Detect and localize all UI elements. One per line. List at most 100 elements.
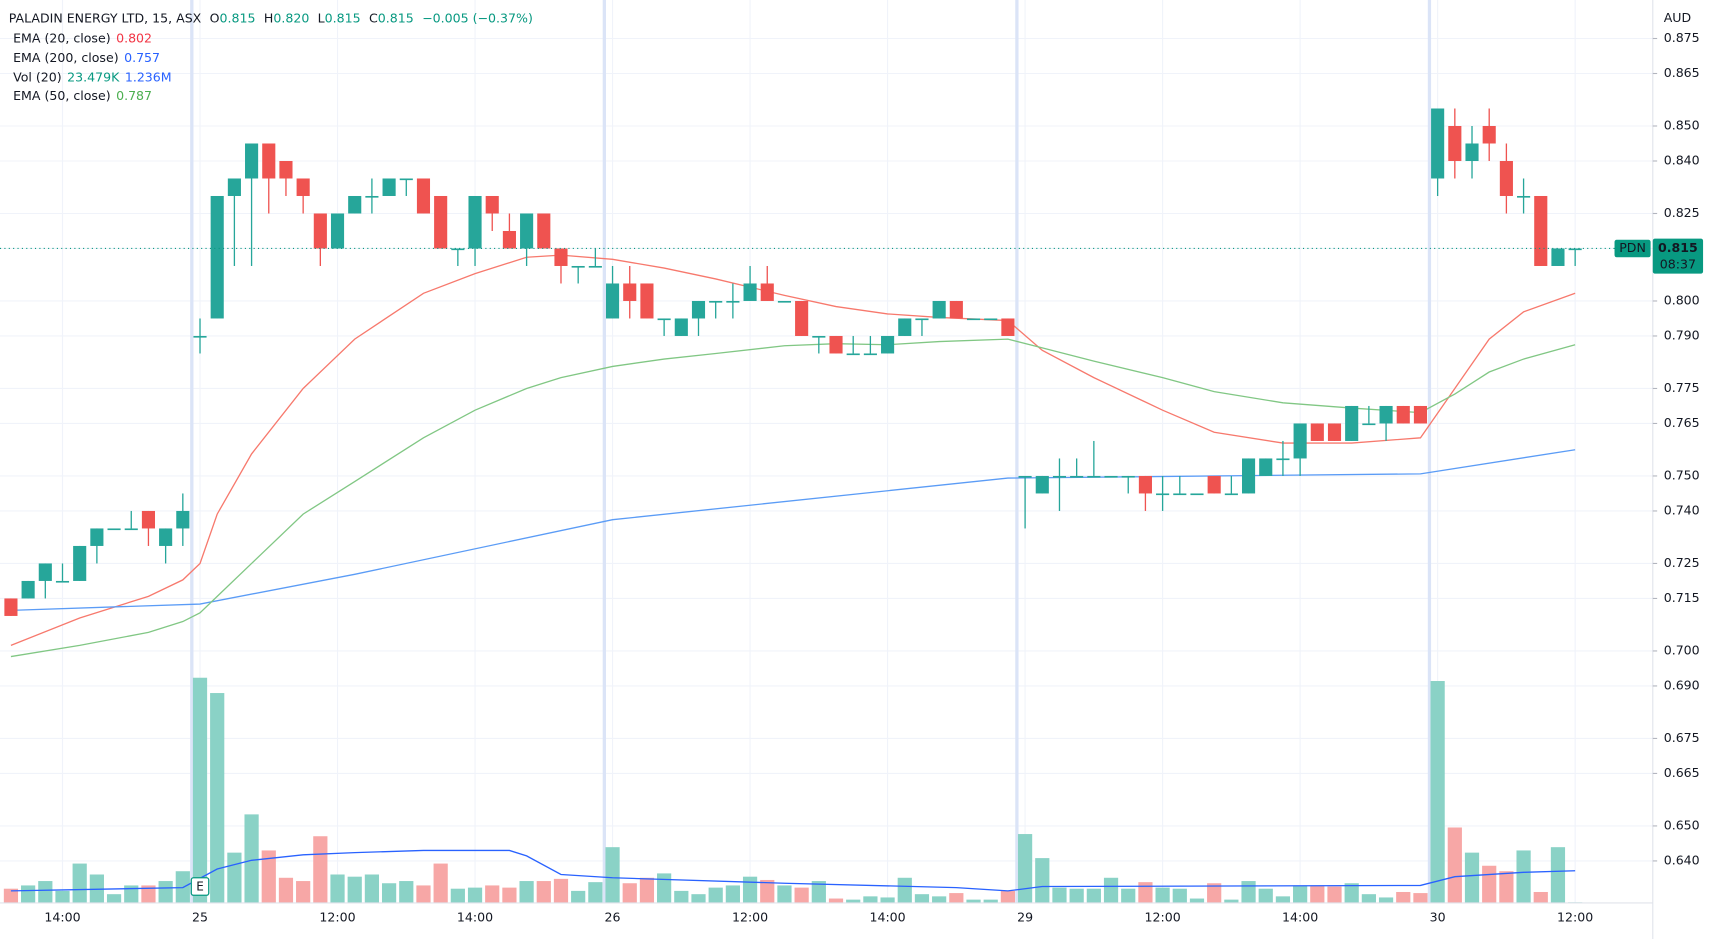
x-tick-label: 29 — [1017, 910, 1033, 925]
candle-body — [1293, 423, 1307, 459]
volume-bar — [725, 885, 740, 903]
candle-body — [1224, 493, 1238, 496]
volume-bar — [1258, 888, 1273, 903]
candle-body — [313, 213, 327, 249]
candle-body — [468, 195, 482, 249]
volume-bar — [1172, 888, 1187, 903]
candle-body — [1362, 423, 1376, 426]
volume-bar — [227, 852, 242, 903]
candle-body — [416, 178, 431, 214]
candle-body — [1379, 405, 1393, 424]
volume-bar — [1430, 681, 1445, 903]
volume-bar — [433, 863, 448, 903]
y-tick-label: 0.865 — [1664, 65, 1700, 80]
x-tick-label: 14:00 — [457, 910, 493, 925]
candle-body — [1104, 475, 1118, 478]
legend-name: EMA (20, close) — [13, 30, 110, 45]
candle-body — [365, 195, 379, 198]
volume-ma-line — [10, 849, 1576, 892]
y-tick-label: 0.840 — [1664, 152, 1700, 167]
y-tick-label: 0.665 — [1664, 765, 1700, 780]
candle-body — [1465, 143, 1479, 161]
volume-bar — [1344, 883, 1359, 903]
volume-bar — [450, 888, 465, 903]
volume-bar — [1550, 847, 1566, 903]
y-tick-label: 0.715 — [1664, 590, 1700, 605]
candle-body — [90, 528, 104, 546]
volume-bar — [605, 847, 620, 903]
candle-body — [863, 353, 877, 356]
symbol-line: PALADIN ENERGY LTD, 15, ASX O0.815 H0.82… — [9, 10, 533, 25]
volume-bar — [1499, 871, 1514, 903]
legend-line: Vol (20) 23.479K 1.236M — [13, 69, 172, 84]
volume-bar — [106, 894, 122, 903]
volume-bar — [467, 887, 483, 903]
volume-bar — [1241, 881, 1256, 903]
volume-bar — [571, 890, 586, 903]
volume-bar — [278, 877, 294, 903]
earnings-badge — [190, 877, 210, 896]
y-tick-label: 0.750 — [1664, 467, 1700, 482]
candle-body — [795, 300, 809, 336]
candle-body — [777, 300, 792, 303]
legend-value: 1.236M — [125, 69, 172, 84]
y-tick-label: 0.825 — [1664, 205, 1700, 220]
candle-body — [881, 335, 895, 354]
volume-bar — [192, 677, 208, 903]
volume-bar — [519, 881, 534, 903]
candle-body — [898, 318, 912, 336]
volume-bar — [38, 881, 53, 903]
legend-value: 0.757 — [124, 49, 160, 64]
x-tick-label: 26 — [605, 910, 621, 925]
candle-body — [1207, 475, 1221, 494]
x-tick-label: 12:00 — [319, 910, 355, 925]
candle-body — [382, 178, 396, 196]
volume-bar — [777, 885, 792, 903]
candle-body — [279, 160, 293, 179]
ohlc-value: 0.820 — [273, 10, 309, 25]
volume-bar — [949, 893, 964, 903]
candle-body — [1327, 423, 1342, 441]
volume-bar — [657, 873, 672, 903]
y-tick-label: 0.640 — [1664, 852, 1700, 867]
candle-body — [915, 318, 929, 321]
symbol-tag — [1614, 239, 1651, 258]
y-tick-label: 0.790 — [1664, 327, 1700, 342]
volume-bar — [296, 881, 311, 903]
ohlc-value: 0.815 — [220, 10, 256, 25]
candle-body — [743, 283, 757, 301]
change: −0.005 (−0.37%) — [422, 10, 533, 25]
volume-bar — [1103, 877, 1119, 903]
volume-bar — [553, 878, 569, 903]
volume-bar — [622, 883, 637, 903]
candle-body — [726, 300, 740, 303]
volume-bar — [1000, 890, 1016, 903]
x-tick-label: 25 — [192, 910, 208, 925]
candle-body — [1534, 195, 1548, 266]
candle-body — [193, 335, 207, 338]
x-tick-label: 12:00 — [1557, 910, 1593, 925]
candle-body — [691, 300, 706, 319]
candle-body — [1259, 458, 1273, 476]
y-tick-label: 0.700 — [1664, 642, 1700, 657]
price-tag-box — [1652, 238, 1704, 274]
day-separators — [190, 0, 1432, 903]
volume-bar — [1482, 865, 1497, 903]
candle-body — [485, 195, 499, 214]
volume-bar — [502, 887, 517, 903]
volume-bar — [399, 881, 414, 903]
candle-body — [1156, 493, 1170, 496]
x-tick-label: 14:00 — [44, 910, 80, 925]
candle-body — [159, 528, 173, 546]
candle-body — [984, 318, 998, 321]
volume-bar — [1207, 883, 1222, 903]
volume-bar — [742, 876, 758, 903]
volume-bar — [72, 863, 87, 903]
x-tick-label: 14:00 — [869, 910, 905, 925]
volume-bar — [1447, 827, 1462, 903]
y-tick-label: 0.850 — [1664, 117, 1700, 132]
candle-body — [38, 563, 52, 581]
volume-bar — [210, 693, 225, 903]
volume-bar — [846, 899, 861, 903]
legend-value: 0.802 — [116, 30, 152, 45]
